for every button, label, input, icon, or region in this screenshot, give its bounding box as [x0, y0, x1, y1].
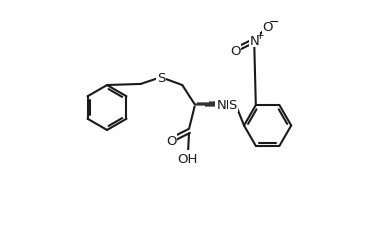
Text: O: O	[166, 134, 176, 147]
Text: O: O	[230, 45, 240, 57]
Text: −: −	[268, 16, 279, 28]
Text: N: N	[249, 34, 259, 47]
Text: S: S	[157, 71, 165, 84]
Text: OH: OH	[178, 152, 198, 165]
Text: +: +	[256, 30, 265, 40]
Text: O: O	[262, 21, 273, 34]
Text: NH: NH	[217, 98, 236, 111]
Text: S: S	[229, 98, 237, 111]
